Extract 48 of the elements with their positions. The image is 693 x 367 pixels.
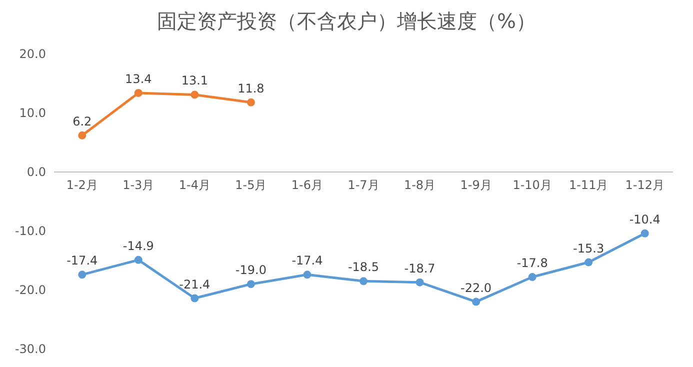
point <box>528 273 536 282</box>
data-label: -22.0 <box>460 280 492 295</box>
point <box>134 256 142 264</box>
point <box>78 270 86 279</box>
point <box>134 88 142 97</box>
point <box>78 131 86 140</box>
data-label: -14.9 <box>122 238 154 253</box>
data-label: -15.3 <box>573 241 604 256</box>
x-tick-label: 1-11月 <box>568 178 608 192</box>
point <box>416 278 424 286</box>
data-label: -10.4 <box>629 212 660 226</box>
x-tick-label: 1-9月 <box>460 178 492 192</box>
x-tick-label: 1-8月 <box>404 178 436 192</box>
point <box>190 90 199 99</box>
x-tick-label: 1-2月 <box>66 178 98 192</box>
data-label: -21.4 <box>179 277 210 292</box>
x-tick-label: 1-4月 <box>178 178 210 192</box>
point <box>303 270 312 279</box>
point <box>584 258 593 266</box>
data-label: 11.8 <box>238 81 264 96</box>
data-label: -19.0 <box>235 263 266 278</box>
data-label: -17.4 <box>66 254 98 268</box>
x-tick-label: 1-10月 <box>512 178 552 192</box>
data-label: 13.4 <box>125 72 152 86</box>
y-tick-label: 0.0 <box>26 165 46 180</box>
x-tick-label: 1-12月 <box>625 178 664 192</box>
x-tick-label: 1-7月 <box>348 178 380 192</box>
y-tick-label: 10.0 <box>19 106 46 120</box>
point <box>246 280 255 288</box>
x-tick-label: 1-5月 <box>235 178 267 192</box>
point <box>190 294 199 302</box>
y-tick-label: -10.0 <box>14 224 46 238</box>
point <box>472 298 480 306</box>
point <box>640 229 649 238</box>
data-label: -17.4 <box>292 254 323 268</box>
chart-title: 固定资产投资（不含农户）增长速度（%） <box>156 9 536 33</box>
data-label: 13.1 <box>181 74 208 88</box>
y-tick-label: -30.0 <box>14 342 46 356</box>
data-label: -18.7 <box>404 261 436 276</box>
point <box>246 98 255 106</box>
y-tick-label: -20.0 <box>14 283 46 298</box>
point <box>360 277 368 286</box>
y-tick-label: 20.0 <box>19 47 46 62</box>
x-tick-label: 1-6月 <box>291 178 324 192</box>
data-label: -17.8 <box>516 256 548 270</box>
data-label: -18.5 <box>348 260 380 274</box>
x-tick-label: 1-3月 <box>122 178 154 192</box>
data-label: 6.2 <box>72 114 92 128</box>
